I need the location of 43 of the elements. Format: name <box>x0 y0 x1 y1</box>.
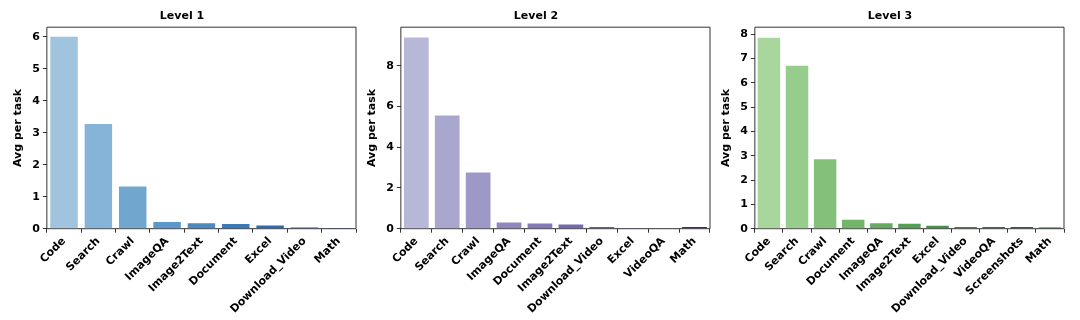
bar <box>403 37 429 229</box>
bar <box>870 223 893 229</box>
y-tick-label: 4 <box>740 124 749 138</box>
bar <box>153 221 181 229</box>
y-tick-label: 3 <box>32 125 40 139</box>
chart-title: Level 2 <box>513 9 559 23</box>
bar <box>256 225 284 229</box>
y-tick-label: 7 <box>740 51 748 65</box>
chart-title: Level 1 <box>159 9 205 23</box>
y-axis-title: Avg per task <box>365 88 379 168</box>
y-tick-label: 4 <box>386 140 395 154</box>
y-tick-label: 2 <box>386 180 394 194</box>
bar <box>118 186 147 229</box>
y-tick-label: 1 <box>32 189 40 203</box>
y-tick-label: 2 <box>32 157 40 171</box>
y-tick-label: 5 <box>32 61 40 75</box>
bar <box>84 124 113 229</box>
y-tick-label: 1 <box>740 197 748 211</box>
y-tick-label: 8 <box>386 58 394 72</box>
y-tick-label: 8 <box>740 26 748 40</box>
y-tick-label: 2 <box>740 172 748 186</box>
chart-title: Level 3 <box>867 9 913 23</box>
bar <box>222 223 250 229</box>
bar <box>757 37 781 229</box>
y-axis-title: Avg per task <box>11 88 25 168</box>
y-tick-label: 3 <box>740 148 748 162</box>
bar <box>813 159 837 229</box>
bar <box>187 223 216 229</box>
y-tick-label: 6 <box>386 99 395 113</box>
bar <box>465 172 491 229</box>
y-tick-label: 0 <box>740 221 749 235</box>
bar <box>434 115 460 229</box>
bar <box>841 219 865 229</box>
y-tick-label: 6 <box>32 29 41 43</box>
y-tick-label: 0 <box>386 221 395 235</box>
y-tick-label: 6 <box>740 75 749 89</box>
y-axis-title: Avg per task <box>719 88 733 168</box>
y-tick-label: 0 <box>32 221 41 235</box>
bar <box>50 36 78 229</box>
y-tick-label: 4 <box>32 93 41 107</box>
y-tick-label: 5 <box>740 99 748 113</box>
bar <box>785 65 809 229</box>
bar <box>898 223 921 229</box>
